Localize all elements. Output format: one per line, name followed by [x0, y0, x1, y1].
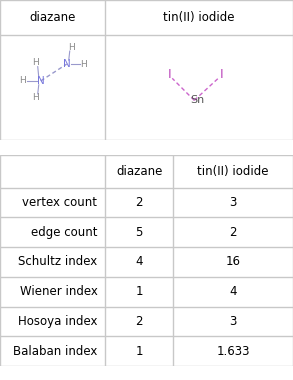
Text: diazane: diazane	[30, 11, 76, 24]
Text: 4: 4	[135, 255, 143, 269]
Text: Sn: Sn	[190, 95, 204, 105]
Text: Wiener index: Wiener index	[20, 285, 98, 298]
Text: 4: 4	[229, 285, 237, 298]
Text: tin(II) iodide: tin(II) iodide	[163, 11, 235, 24]
Text: Balaban index: Balaban index	[13, 345, 98, 358]
Text: N: N	[37, 76, 45, 86]
Text: 1: 1	[135, 345, 143, 358]
Text: Hosoya index: Hosoya index	[18, 315, 98, 328]
Text: H: H	[68, 43, 75, 52]
Text: diazane: diazane	[116, 165, 162, 178]
Text: 5: 5	[135, 226, 143, 239]
Text: tin(II) iodide: tin(II) iodide	[197, 165, 269, 178]
Text: I: I	[219, 68, 223, 81]
Text: 2: 2	[135, 196, 143, 209]
Text: 2: 2	[135, 315, 143, 328]
Text: 1.633: 1.633	[216, 345, 250, 358]
Text: N: N	[63, 59, 71, 69]
Text: 1: 1	[135, 285, 143, 298]
Text: 3: 3	[229, 315, 237, 328]
Text: H: H	[32, 58, 39, 67]
Text: vertex count: vertex count	[23, 196, 98, 209]
Text: H: H	[80, 60, 87, 68]
Text: edge count: edge count	[31, 226, 98, 239]
Text: I: I	[167, 68, 171, 81]
Text: 3: 3	[229, 196, 237, 209]
Text: Schultz index: Schultz index	[18, 255, 98, 269]
Text: H: H	[32, 93, 39, 102]
Text: H: H	[19, 76, 26, 86]
Text: 2: 2	[229, 226, 237, 239]
Text: 16: 16	[225, 255, 241, 269]
